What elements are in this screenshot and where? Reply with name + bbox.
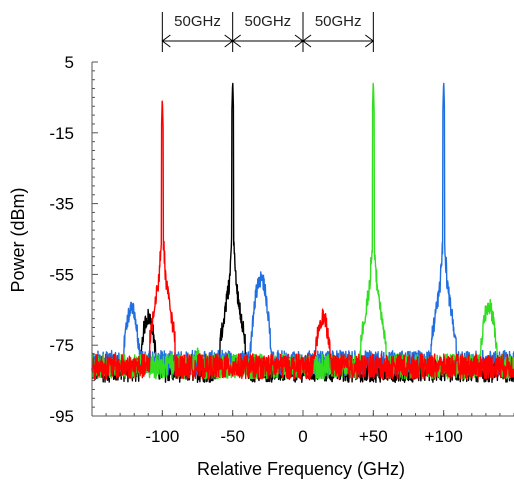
y-axis-label: Power (dBm)	[8, 187, 28, 292]
spacing-label: 50GHz	[315, 13, 362, 30]
x-tick-label: +50	[359, 427, 388, 446]
spacing-label: 50GHz	[174, 13, 221, 30]
x-tick-label: +100	[425, 427, 463, 446]
series-trace-4	[91, 100, 514, 380]
y-tick-label: 5	[65, 53, 74, 72]
axes-layer: 5 -15 -35 -55 -75 -95 -100 -50 0 +50 +100	[49, 53, 514, 446]
x-tick-label: -50	[220, 427, 245, 446]
y-tick-label: -95	[49, 407, 74, 426]
x-tick-label: 0	[298, 427, 307, 446]
x-axis-label: Relative Frequency (GHz)	[197, 459, 405, 479]
y-tick-label: -75	[49, 336, 74, 355]
spacing-annotations: 50GHz 50GHz 50GHz	[161, 12, 375, 52]
series-layer	[91, 82, 514, 384]
x-tick-label: -100	[145, 427, 179, 446]
spacing-label: 50GHz	[244, 13, 291, 30]
y-tick-label: -15	[49, 124, 74, 143]
y-tick-label: -35	[49, 195, 74, 214]
y-tick-label: -55	[49, 265, 74, 284]
